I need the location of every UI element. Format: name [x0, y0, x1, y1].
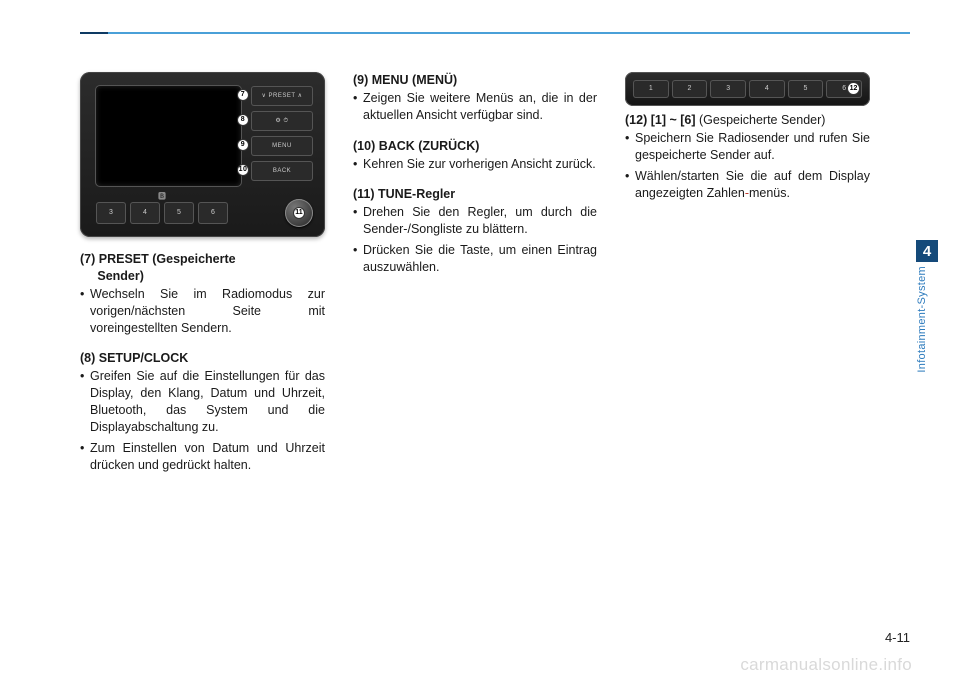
section-9-prefix: (9): [353, 73, 372, 87]
menu-label: MENU: [272, 142, 292, 150]
radio-right-buttons: 7 ∨ PRESET ∧ 8 ⚙ ⏱ 9 MENU 10 BACK: [251, 86, 313, 186]
preset-4: 4: [130, 202, 160, 224]
preset-bar-3: 3: [710, 80, 746, 98]
preset-bar-2: 2: [672, 80, 708, 98]
section-7: (7) PRESET (Gespeicherte Sender) Wechsel…: [80, 251, 325, 336]
section-8-title: SETUP/CLOCK: [99, 351, 189, 365]
preset-6: 6: [198, 202, 228, 224]
chapter-number: 4: [916, 240, 938, 262]
callout-7: 7: [237, 89, 249, 101]
preset-bar-4: 4: [749, 80, 785, 98]
section-12-title-post: (Gespeicherte Sender): [696, 113, 826, 127]
section-12: (12) [1] ~ [6] (Gespeicherte Sender) Spe…: [625, 112, 870, 201]
section-9-bullet-1: Zeigen Sie weitere Menüs an, die in der …: [353, 90, 597, 124]
chapter-tab: 4 Infotainment-System: [916, 240, 938, 410]
chapter-label: Infotainment-System: [916, 266, 928, 375]
callout-12: 12: [847, 82, 860, 95]
column-2: (9) MENU (MENÜ) Zeigen Sie weitere Menüs…: [353, 72, 597, 488]
section-8: (8) SETUP/CLOCK Greifen Sie auf die Eins…: [80, 350, 325, 473]
section-10-title: BACK (ZURÜCK): [379, 139, 480, 153]
preset-3: 3: [96, 202, 126, 224]
preset-rocker: 7 ∨ PRESET ∧: [251, 86, 313, 106]
header-rule: [80, 32, 910, 34]
section-8-prefix: (8): [80, 351, 99, 365]
section-10: (10) BACK (ZURÜCK) Kehren Sie zur vorher…: [353, 138, 597, 173]
callout-8: 8: [237, 114, 249, 126]
manual-page: { "colors": { "rule_light": "#4aa0d8", "…: [0, 0, 960, 689]
section-11-bullet-2: Drücken Sie die Taste, um einen Eintrag …: [353, 242, 597, 276]
preset-5: 5: [164, 202, 194, 224]
preset-bar-illustration: 1 2 3 4 5 6 12: [625, 72, 870, 106]
section-10-bullet-1: Kehren Sie zur vorherigen Ansicht zurück…: [353, 156, 597, 173]
preset-bar-5: 5: [788, 80, 824, 98]
section-9-title: MENU (MENÜ): [372, 73, 457, 87]
section-12-b2-post: menüs.: [749, 186, 790, 200]
column-1: 🅱 7 ∨ PRESET ∧ 8 ⚙ ⏱ 9 MENU 1: [80, 72, 325, 488]
section-12-bullet-1: Speichern Sie Radiosender und rufen Sie …: [625, 130, 870, 164]
section-8-bullet-2: Zum Einstellen von Datum und Uhrzeit drü…: [80, 440, 325, 474]
section-9: (9) MENU (MENÜ) Zeigen Sie weitere Menüs…: [353, 72, 597, 124]
radio-bottom-row: 3 4 5 6 11: [96, 199, 313, 227]
back-button: 10 BACK: [251, 161, 313, 181]
preset-bar-1: 1: [633, 80, 669, 98]
setup-clock-label: ⚙ ⏱: [275, 117, 288, 125]
section-12-bullet-2: Wählen/starten Sie die auf dem Display a…: [625, 168, 870, 202]
back-label: BACK: [273, 167, 291, 175]
section-12-prefix: (12): [625, 113, 651, 127]
section-7-prefix: (7): [80, 252, 99, 266]
section-11: (11) TUNE-Regler Drehen Sie den Regler, …: [353, 186, 597, 275]
content-columns: 🅱 7 ∨ PRESET ∧ 8 ⚙ ⏱ 9 MENU 1: [80, 72, 870, 488]
section-8-bullet-1: Greifen Sie auf die Einstellungen für da…: [80, 368, 325, 436]
section-7-bullet-1: Wechseln Sie im Radiomodus zur vorigen/n…: [80, 286, 325, 337]
section-12-title-bold: [1] ~ [6]: [651, 113, 696, 127]
preset-rocker-label: ∨ PRESET ∧: [261, 92, 302, 100]
radio-unit-illustration: 🅱 7 ∨ PRESET ∧ 8 ⚙ ⏱ 9 MENU 1: [80, 72, 325, 237]
menu-button: 9 MENU: [251, 136, 313, 156]
radio-screen: [96, 86, 241, 186]
section-10-prefix: (10): [353, 139, 379, 153]
callout-11: 11: [293, 207, 305, 219]
section-7-title: PRESET (Gespeicherte Sender): [80, 252, 236, 283]
tune-knob: 11: [285, 199, 313, 227]
section-11-title-bold: TUNE: [378, 187, 412, 201]
page-number: 4-11: [885, 630, 910, 645]
column-3: 1 2 3 4 5 6 12 (12) [1] ~ [6] (Gespeiche…: [625, 72, 870, 488]
section-11-prefix: (11): [353, 187, 378, 201]
section-11-title-post: -Regler: [412, 187, 455, 201]
callout-9: 9: [237, 139, 249, 151]
section-11-bullet-1: Drehen Sie den Regler, um durch die Send…: [353, 204, 597, 238]
callout-10: 10: [237, 164, 249, 176]
watermark: carmanualsonline.info: [740, 655, 912, 675]
setup-clock-button: 8 ⚙ ⏱: [251, 111, 313, 131]
